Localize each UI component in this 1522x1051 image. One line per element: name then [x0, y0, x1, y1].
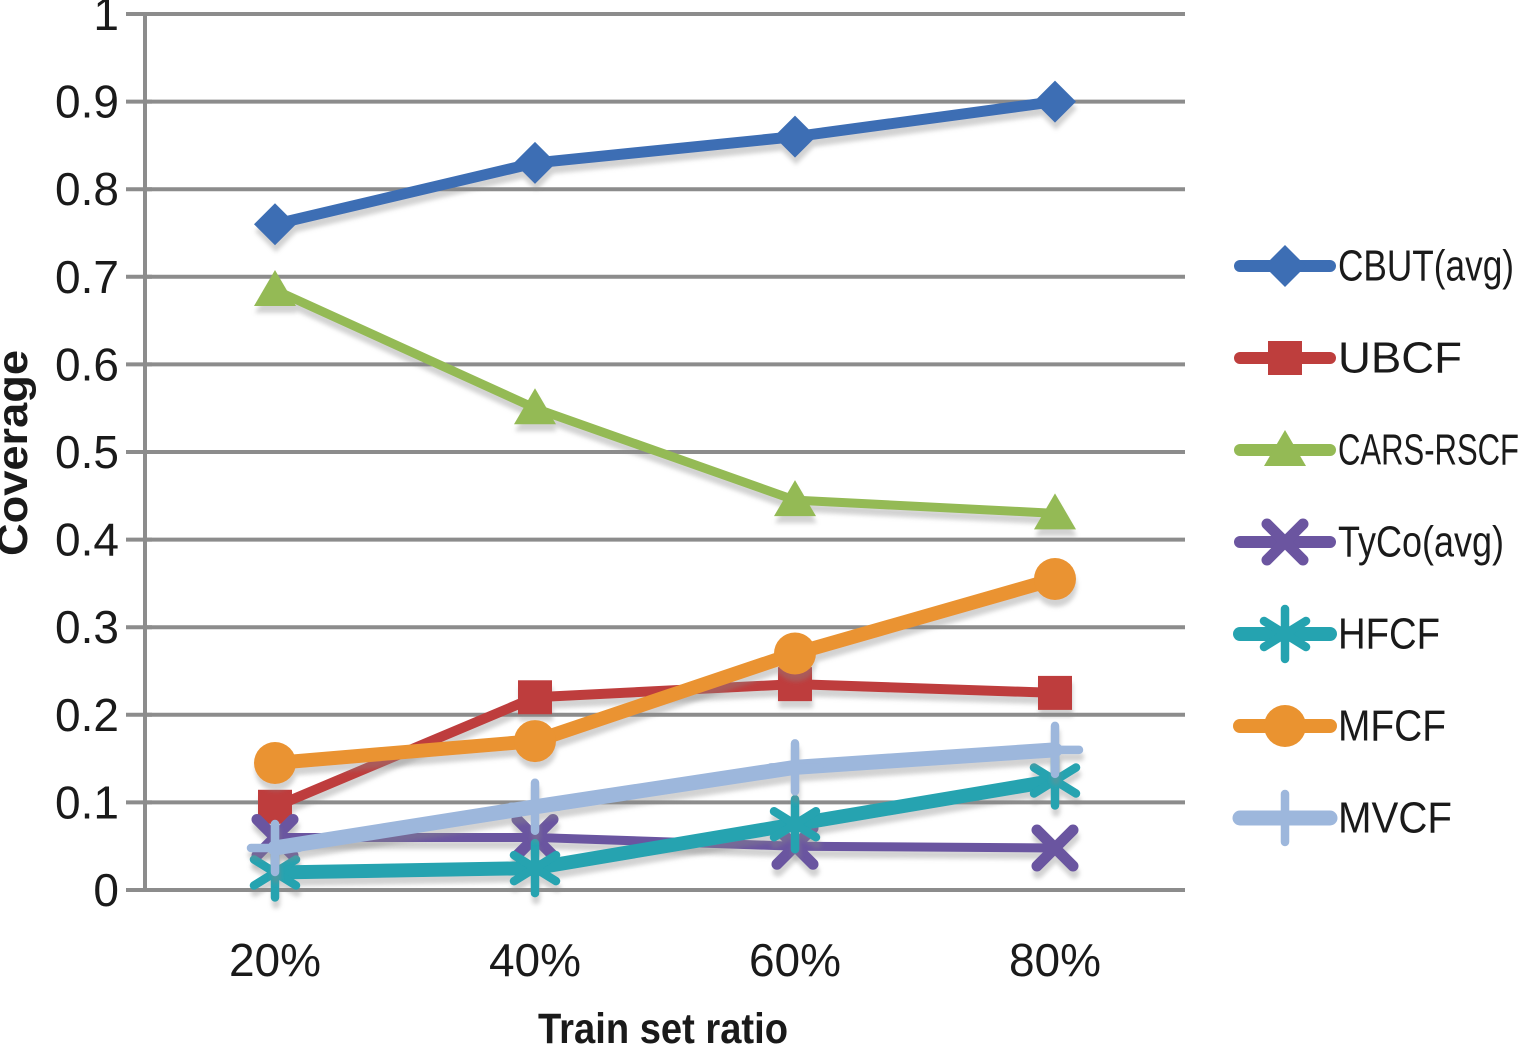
- data-point: [1034, 493, 1076, 530]
- series-line: [267, 742, 1063, 856]
- y-tick-label: 1: [93, 0, 119, 40]
- data-point: [511, 813, 559, 861]
- y-tick-label: 0: [93, 864, 119, 916]
- series-line: [268, 773, 1062, 880]
- legend-label: MVCF: [1338, 794, 1452, 843]
- legend-item: CBUT(avg): [1234, 242, 1514, 291]
- data-point: [1031, 824, 1079, 872]
- data-point: [1256, 789, 1314, 847]
- tick-label-layer: 0 0.1 0.2 0.3 0.4 0.5 0.6 0.7 0.8 0.9 1 20% 40% 60% 80…: [55, 0, 1101, 986]
- data-point: [1034, 558, 1076, 601]
- data-point: [1259, 604, 1311, 664]
- y-tick-label: 0.9: [55, 76, 119, 128]
- data-point: [254, 203, 296, 246]
- legend: CBUT(avg) UBCF CARS-RSCF TyCo(avg) HFCF MFCF M…: [1232, 242, 1519, 847]
- y-axis-title: Coverage: [0, 350, 37, 556]
- x-tick-label: 60%: [749, 934, 841, 986]
- grid-layer: [126, 12, 1185, 892]
- data-point: [1261, 518, 1309, 566]
- x-axis-title: Train set ratio: [538, 1005, 788, 1051]
- data-point: [506, 778, 564, 836]
- data-point: [1268, 341, 1302, 375]
- legend-item: TyCo(avg): [1234, 518, 1504, 567]
- legend-item: MVCF: [1232, 789, 1452, 847]
- data-point: [246, 819, 304, 877]
- y-tick-label: 0.8: [55, 163, 119, 215]
- y-tick-label: 0.5: [55, 426, 119, 478]
- data-point: [1038, 675, 1072, 710]
- legend-label: TyCo(avg): [1338, 518, 1504, 567]
- data-point: [1034, 80, 1076, 123]
- data-point: [1264, 245, 1306, 287]
- data-point: [514, 388, 556, 425]
- y-tick-label: 0.7: [55, 251, 119, 303]
- data-point: [774, 632, 816, 675]
- data-point: [774, 480, 816, 517]
- x-tick-label: 40%: [489, 934, 581, 986]
- series-CARS-RSCF: [254, 269, 1076, 530]
- data-point: [774, 115, 816, 158]
- data-point: [254, 741, 296, 784]
- data-point: [518, 680, 552, 715]
- series-MVCF: [246, 721, 1084, 877]
- series-CBUT(avg): [254, 80, 1076, 246]
- series-line: [268, 572, 1062, 770]
- series-MFCF: [254, 558, 1076, 784]
- x-tick-label: 20%: [229, 934, 321, 986]
- data-point: [1264, 430, 1306, 466]
- data-point: [514, 720, 556, 763]
- y-tick-label: 0.1: [55, 776, 119, 828]
- data-point: [769, 795, 821, 854]
- legend-label: UBCF: [1338, 334, 1462, 383]
- data-point: [509, 838, 561, 898]
- legend-label: MFCF: [1338, 702, 1446, 751]
- data-point: [766, 739, 824, 796]
- series-line: [269, 96, 1061, 230]
- y-tick-label: 0.2: [55, 689, 119, 741]
- legend-label: HFCF: [1338, 610, 1440, 659]
- legend-item: UBCF: [1234, 334, 1462, 383]
- data-point: [1264, 705, 1306, 747]
- data-point: [514, 141, 556, 184]
- data-point: [258, 789, 292, 824]
- data-point: [254, 269, 296, 306]
- legend-item: MFCF: [1233, 702, 1446, 751]
- legend-label: CBUT(avg): [1338, 242, 1514, 291]
- y-tick-label: 0.3: [55, 601, 119, 653]
- y-tick-label: 0.6: [55, 338, 119, 390]
- series-line: [270, 285, 1060, 518]
- y-tick-label: 0.4: [55, 514, 119, 566]
- series-layer: [246, 80, 1084, 902]
- x-tick-label: 80%: [1009, 934, 1101, 986]
- legend-item: CARS-RSCF: [1234, 426, 1519, 475]
- legend-label: CARS-RSCF: [1338, 426, 1519, 475]
- data-point: [1026, 721, 1084, 779]
- legend-item: HFCF: [1233, 604, 1440, 664]
